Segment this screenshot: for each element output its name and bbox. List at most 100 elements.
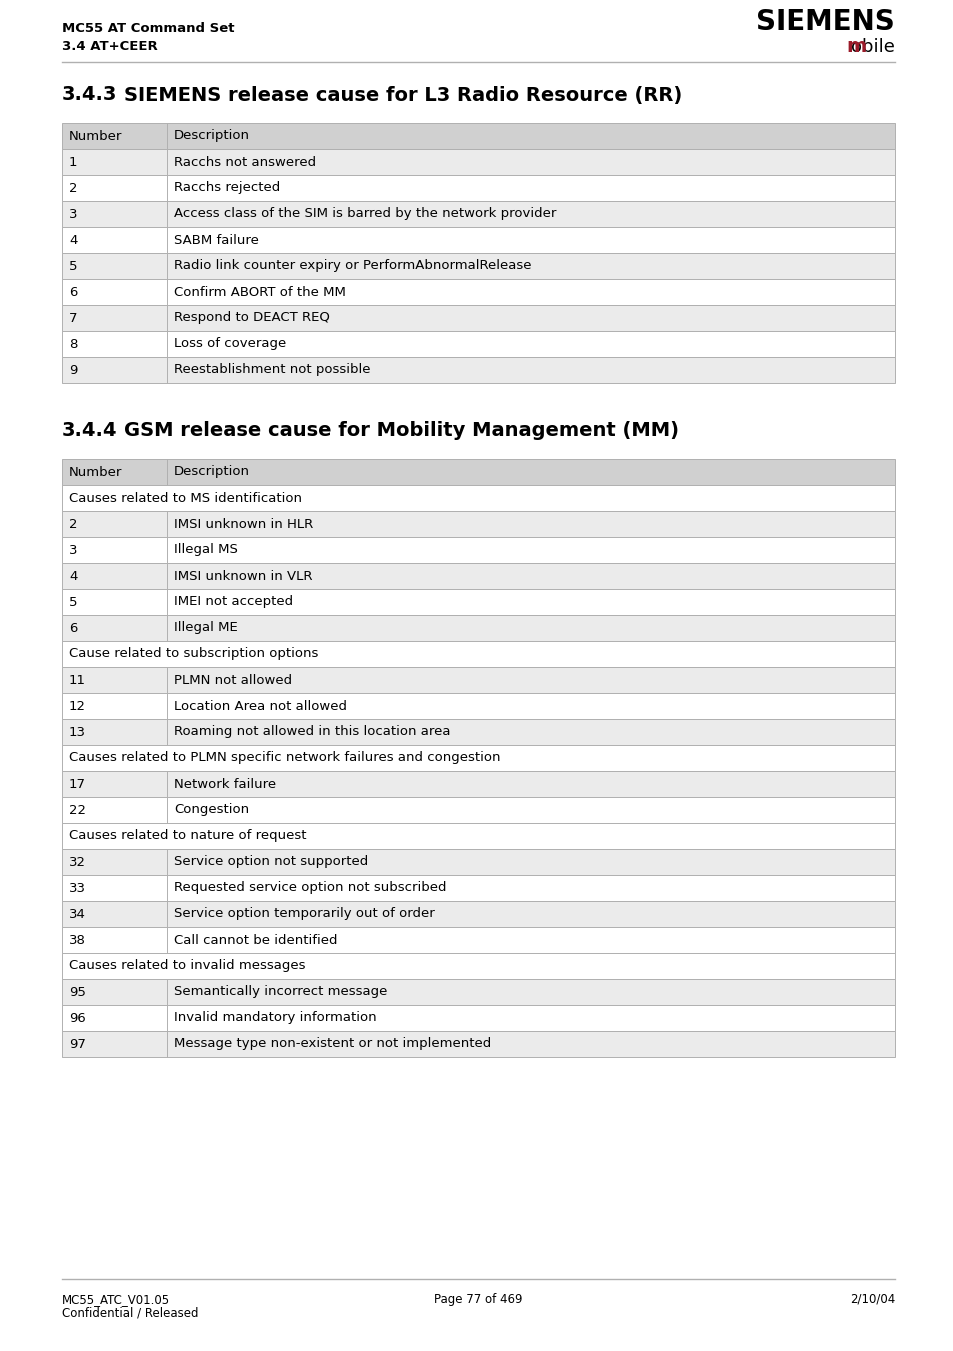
Bar [62, 693, 894, 719]
Bar [62, 511, 894, 536]
Bar [62, 848, 894, 875]
Text: SIEMENS release cause for L3 Radio Resource (RR): SIEMENS release cause for L3 Radio Resou… [124, 85, 681, 104]
Text: 11: 11 [69, 674, 86, 686]
Bar [62, 1005, 894, 1031]
Text: 2: 2 [69, 517, 77, 531]
Bar [62, 201, 894, 227]
Bar [62, 771, 894, 797]
Text: 5: 5 [69, 596, 77, 608]
Text: Roaming not allowed in this location area: Roaming not allowed in this location are… [173, 725, 450, 739]
Bar [62, 719, 894, 744]
Text: Respond to DEACT REQ: Respond to DEACT REQ [173, 312, 330, 324]
Text: 3.4 AT+CEER: 3.4 AT+CEER [62, 39, 157, 53]
Text: 2: 2 [69, 181, 77, 195]
Bar [62, 615, 894, 640]
Text: Number: Number [69, 130, 122, 142]
Bar [62, 485, 894, 511]
Bar [62, 331, 894, 357]
Text: 95: 95 [69, 985, 86, 998]
Bar [62, 823, 894, 848]
Text: 3: 3 [69, 543, 77, 557]
Text: 3.4.4: 3.4.4 [62, 422, 117, 440]
Text: 4: 4 [69, 570, 77, 582]
Text: SIEMENS: SIEMENS [756, 8, 894, 36]
Text: Racchs rejected: Racchs rejected [173, 181, 280, 195]
Text: IMSI unknown in VLR: IMSI unknown in VLR [173, 570, 313, 582]
Text: Causes related to MS identification: Causes related to MS identification [69, 492, 302, 504]
Text: m: m [846, 38, 866, 57]
Bar [62, 253, 894, 280]
Text: 33: 33 [69, 881, 86, 894]
Text: Location Area not allowed: Location Area not allowed [173, 700, 347, 712]
Text: Causes related to nature of request: Causes related to nature of request [69, 830, 306, 843]
Text: Loss of coverage: Loss of coverage [173, 338, 286, 350]
Bar [62, 875, 894, 901]
Text: Network failure: Network failure [173, 777, 275, 790]
Text: Requested service option not subscribed: Requested service option not subscribed [173, 881, 446, 894]
Text: 34: 34 [69, 908, 86, 920]
Bar [62, 123, 894, 149]
Text: 1: 1 [69, 155, 77, 169]
Bar [62, 563, 894, 589]
Text: Cause related to subscription options: Cause related to subscription options [69, 647, 318, 661]
Text: obile: obile [850, 38, 894, 55]
Text: Invalid mandatory information: Invalid mandatory information [173, 1012, 376, 1024]
Text: Access class of the SIM is barred by the network provider: Access class of the SIM is barred by the… [173, 208, 556, 220]
Text: 7: 7 [69, 312, 77, 324]
Text: Call cannot be identified: Call cannot be identified [173, 934, 337, 947]
Bar [62, 1031, 894, 1056]
Bar [62, 901, 894, 927]
Text: 8: 8 [69, 338, 77, 350]
Text: 6: 6 [69, 285, 77, 299]
Text: Illegal ME: Illegal ME [173, 621, 237, 635]
Text: 96: 96 [69, 1012, 86, 1024]
Text: 38: 38 [69, 934, 86, 947]
Text: 3.4.3: 3.4.3 [62, 85, 117, 104]
Text: 12: 12 [69, 700, 86, 712]
Bar [62, 357, 894, 382]
Text: IMEI not accepted: IMEI not accepted [173, 596, 293, 608]
Text: Illegal MS: Illegal MS [173, 543, 237, 557]
Bar [62, 744, 894, 771]
Text: 5: 5 [69, 259, 77, 273]
Text: GSM release cause for Mobility Management (MM): GSM release cause for Mobility Managemen… [124, 422, 679, 440]
Text: Confidential / Released: Confidential / Released [62, 1306, 198, 1319]
Text: 3: 3 [69, 208, 77, 220]
Bar [62, 589, 894, 615]
Bar [62, 176, 894, 201]
Text: Racchs not answered: Racchs not answered [173, 155, 315, 169]
Text: PLMN not allowed: PLMN not allowed [173, 674, 292, 686]
Text: Causes related to PLMN specific network failures and congestion: Causes related to PLMN specific network … [69, 751, 500, 765]
Bar [62, 927, 894, 952]
Bar [62, 667, 894, 693]
Text: Reestablishment not possible: Reestablishment not possible [173, 363, 370, 377]
Bar [62, 979, 894, 1005]
Text: 22: 22 [69, 804, 86, 816]
Text: Number: Number [69, 466, 122, 478]
Bar [62, 227, 894, 253]
Bar [62, 280, 894, 305]
Text: 4: 4 [69, 234, 77, 246]
Bar [62, 536, 894, 563]
Text: 97: 97 [69, 1038, 86, 1051]
Text: MC55 AT Command Set: MC55 AT Command Set [62, 22, 234, 35]
Bar [62, 305, 894, 331]
Text: Semantically incorrect message: Semantically incorrect message [173, 985, 387, 998]
Text: Description: Description [173, 466, 250, 478]
Text: 13: 13 [69, 725, 86, 739]
Text: Congestion: Congestion [173, 804, 249, 816]
Text: Service option temporarily out of order: Service option temporarily out of order [173, 908, 435, 920]
Text: Description: Description [173, 130, 250, 142]
Text: 9: 9 [69, 363, 77, 377]
Bar [62, 952, 894, 979]
Text: SABM failure: SABM failure [173, 234, 258, 246]
Text: Causes related to invalid messages: Causes related to invalid messages [69, 959, 305, 973]
Text: 32: 32 [69, 855, 86, 869]
Bar [62, 149, 894, 176]
Text: 2/10/04: 2/10/04 [849, 1293, 894, 1306]
Text: IMSI unknown in HLR: IMSI unknown in HLR [173, 517, 313, 531]
Text: Page 77 of 469: Page 77 of 469 [434, 1293, 522, 1306]
Text: Radio link counter expiry or PerformAbnormalRelease: Radio link counter expiry or PerformAbno… [173, 259, 531, 273]
Text: Confirm ABORT of the MM: Confirm ABORT of the MM [173, 285, 346, 299]
Bar [62, 459, 894, 485]
